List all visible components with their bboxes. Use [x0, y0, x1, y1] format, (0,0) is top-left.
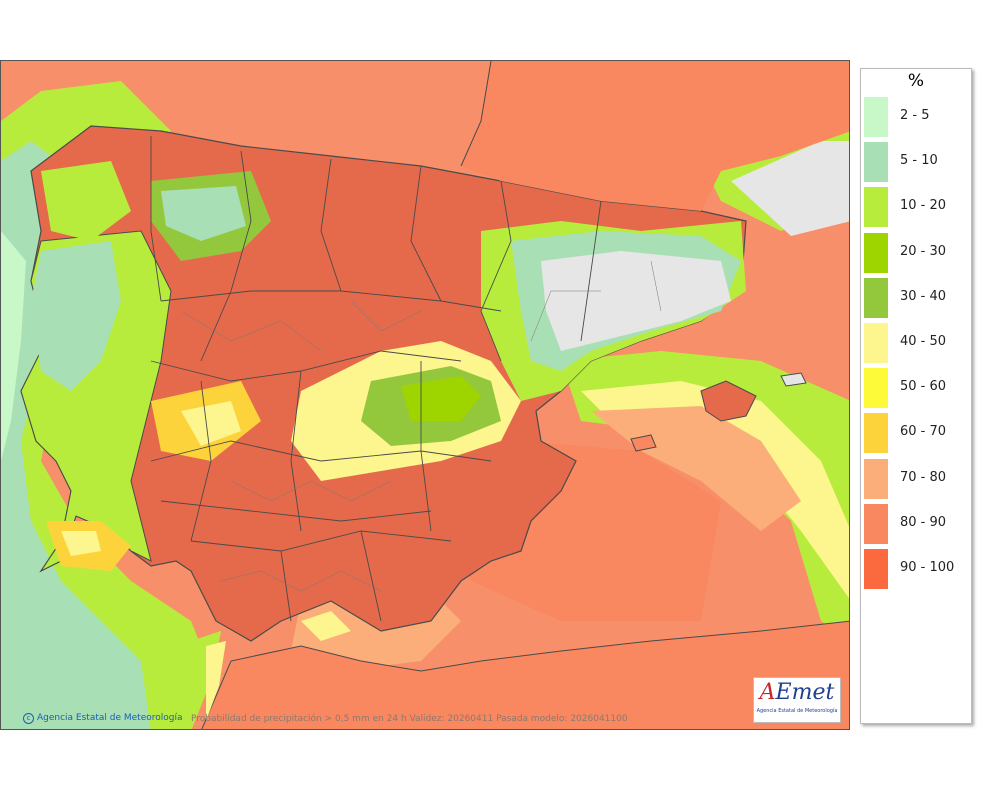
legend-label: 5 - 10: [900, 153, 938, 169]
legend-swatch: [864, 458, 888, 499]
legend-item: 5 - 10: [864, 140, 969, 183]
legend-item: 80 - 90: [864, 502, 969, 544]
legend-swatch: [864, 277, 888, 318]
legend-unit: %: [907, 71, 925, 91]
legend-label: 80 - 90: [900, 514, 947, 530]
legend-item: 60 - 70: [864, 411, 969, 454]
legend-item: 70 - 80: [864, 457, 969, 499]
legend-item: 90 - 100: [864, 547, 969, 589]
legend-item: 20 - 30: [864, 231, 969, 273]
legend-label: 2 - 5: [900, 108, 930, 123]
aemet-logo-subtitle: Agencia Estatal de Meteorología: [756, 708, 838, 714]
legend-swatch: [864, 368, 888, 409]
copyright-icon: c: [23, 713, 34, 724]
legend-label: 70 - 80: [900, 469, 947, 485]
credit-line: c Agencia Estatal de Meteorología: [23, 713, 183, 724]
legend-swatch: [864, 97, 888, 137]
precipitation-map: [1, 61, 849, 729]
aemet-logo-word: AEmet: [759, 680, 835, 705]
legend-item: 2 - 5: [864, 95, 969, 137]
legend-swatch: [864, 549, 888, 589]
legend-swatch: [864, 323, 888, 363]
legend-swatch: [864, 232, 888, 273]
legend-item: 50 - 60: [864, 366, 969, 409]
legend-label: 30 - 40: [900, 288, 947, 304]
legend-swatch: [864, 503, 888, 544]
legend-swatch: [864, 187, 888, 228]
map-caption: Probabilidad de precipitación > 0,5 mm e…: [191, 714, 628, 724]
legend: % 2 - 5 5 - 10 10 - 20 20 - 30 30 - 40 40 - 5…: [860, 68, 972, 724]
legend-label: 10 - 20: [900, 198, 947, 214]
legend-label: 60 - 70: [900, 424, 947, 440]
legend-label: 90 - 100: [900, 560, 955, 575]
legend-item: 40 - 50: [864, 321, 969, 363]
legend-label: 20 - 30: [900, 243, 947, 259]
legend-item: 30 - 40: [864, 276, 969, 318]
legend-swatch: [864, 142, 888, 183]
legend-label: 40 - 50: [900, 334, 947, 349]
credit-text: Agencia Estatal de Meteorología: [37, 713, 183, 723]
map-panel: c Agencia Estatal de Meteorología Probabi…: [0, 60, 850, 730]
aemet-logo: AEmet Agencia Estatal de Meteorología: [753, 677, 841, 723]
legend-swatch: [864, 413, 888, 454]
legend-label: 50 - 60: [900, 379, 947, 395]
legend-item: 10 - 20: [864, 185, 969, 228]
